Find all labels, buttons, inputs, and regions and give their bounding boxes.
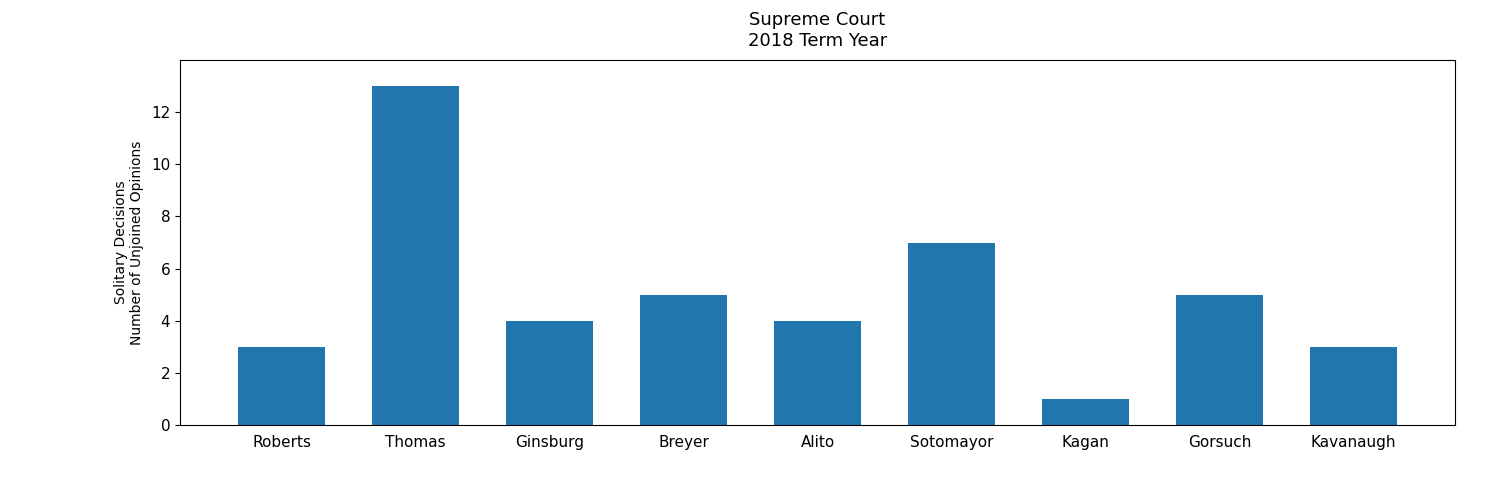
Bar — [238, 347, 326, 425]
Y-axis label: Solitary Decisions
Number of Unjoined Opinions: Solitary Decisions Number of Unjoined Op… — [114, 140, 144, 344]
Bar — [640, 294, 728, 425]
Bar — [1176, 294, 1263, 425]
Bar — [1310, 347, 1396, 425]
Bar — [372, 86, 459, 425]
Bar — [908, 242, 995, 425]
Bar — [506, 320, 592, 425]
Bar — [1042, 399, 1130, 425]
Title: Supreme Court
2018 Term Year: Supreme Court 2018 Term Year — [748, 12, 886, 50]
Bar — [774, 320, 861, 425]
